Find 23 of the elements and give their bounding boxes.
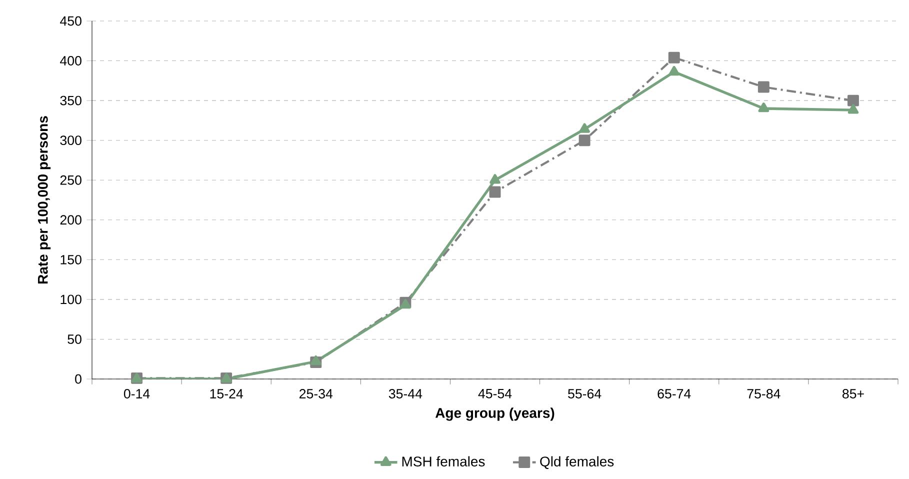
y-tick-label: 100	[60, 294, 82, 304]
y-tick-label: 300	[60, 136, 82, 146]
x-tick-label: 75-84	[747, 389, 780, 398]
y-tick-label: 250	[60, 175, 82, 185]
x-tick-label: 55-64	[568, 389, 602, 398]
y-tick-label: 0	[75, 374, 82, 384]
x-tick-label: 35-44	[388, 389, 422, 398]
y-tick-label: 400	[60, 56, 82, 66]
y-tick-label: 150	[60, 254, 82, 264]
x-tick-label: 25-34	[300, 389, 333, 398]
y-tick-label: 350	[60, 96, 82, 106]
x-tick-label: 85+	[842, 389, 864, 398]
x-tick-label: 45-54	[478, 389, 512, 398]
x-tick-label: 15-24	[210, 389, 243, 398]
legend-label: MSH females	[402, 456, 485, 466]
x-tick-label: 0-14	[124, 389, 150, 398]
x-axis-title: Age group (years)	[435, 408, 554, 421]
y-axis-title: Rate per 100,000 persons	[38, 116, 51, 284]
y-tick-label: 200	[60, 215, 82, 225]
y-tick-label: 450	[60, 16, 82, 26]
y-tick-label: 50	[68, 334, 82, 344]
x-tick-label: 65-74	[658, 389, 691, 398]
legend-label: Qld females	[540, 456, 614, 469]
